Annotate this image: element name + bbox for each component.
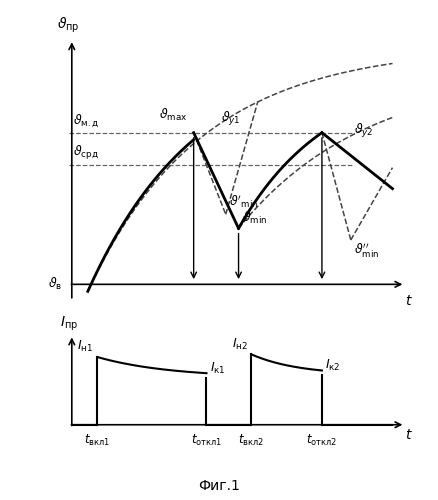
Text: $t_{\rm откл1}$: $t_{\rm откл1}$	[191, 433, 222, 448]
Text: $I_{\rm н1}$: $I_{\rm н1}$	[77, 340, 93, 354]
Text: $I_{\rm к1}$: $I_{\rm к1}$	[210, 360, 226, 376]
Text: $\vartheta'_{\rm min}$: $\vartheta'_{\rm min}$	[229, 193, 258, 210]
Text: $I_{\rm пр}$: $I_{\rm пр}$	[60, 314, 78, 332]
Text: $\vartheta_{\rm м.д}$: $\vartheta_{\rm м.д}$	[74, 112, 100, 129]
Text: $\vartheta_{\rm min}$: $\vartheta_{\rm min}$	[242, 210, 267, 226]
Text: $\vartheta_{y2}$: $\vartheta_{y2}$	[354, 122, 374, 140]
Text: $t_{\rm вкл2}$: $t_{\rm вкл2}$	[238, 433, 265, 448]
Text: $\vartheta^{\prime\prime}_{\rm min}$: $\vartheta^{\prime\prime}_{\rm min}$	[354, 242, 379, 260]
Text: $\vartheta_{\rm в}$: $\vartheta_{\rm в}$	[48, 276, 62, 292]
Text: $t$: $t$	[405, 428, 413, 442]
Text: $I_{\rm к2}$: $I_{\rm к2}$	[325, 358, 341, 373]
Text: $\vartheta_{\rm пр}$: $\vartheta_{\rm пр}$	[57, 16, 80, 34]
Text: Фиг.1: Фиг.1	[198, 479, 240, 493]
Text: $\vartheta_{\rm max}$: $\vartheta_{\rm max}$	[159, 107, 187, 124]
Text: $I_{\rm н2}$: $I_{\rm н2}$	[232, 336, 248, 351]
Text: $\vartheta_{y1}$: $\vartheta_{y1}$	[221, 110, 240, 128]
Text: $t_{\rm вкл1}$: $t_{\rm вкл1}$	[85, 433, 110, 448]
Text: $t_{\rm откл2}$: $t_{\rm откл2}$	[307, 433, 337, 448]
Text: $\vartheta_{\rm срд}$: $\vartheta_{\rm срд}$	[74, 144, 99, 162]
Text: $t$: $t$	[405, 294, 413, 308]
